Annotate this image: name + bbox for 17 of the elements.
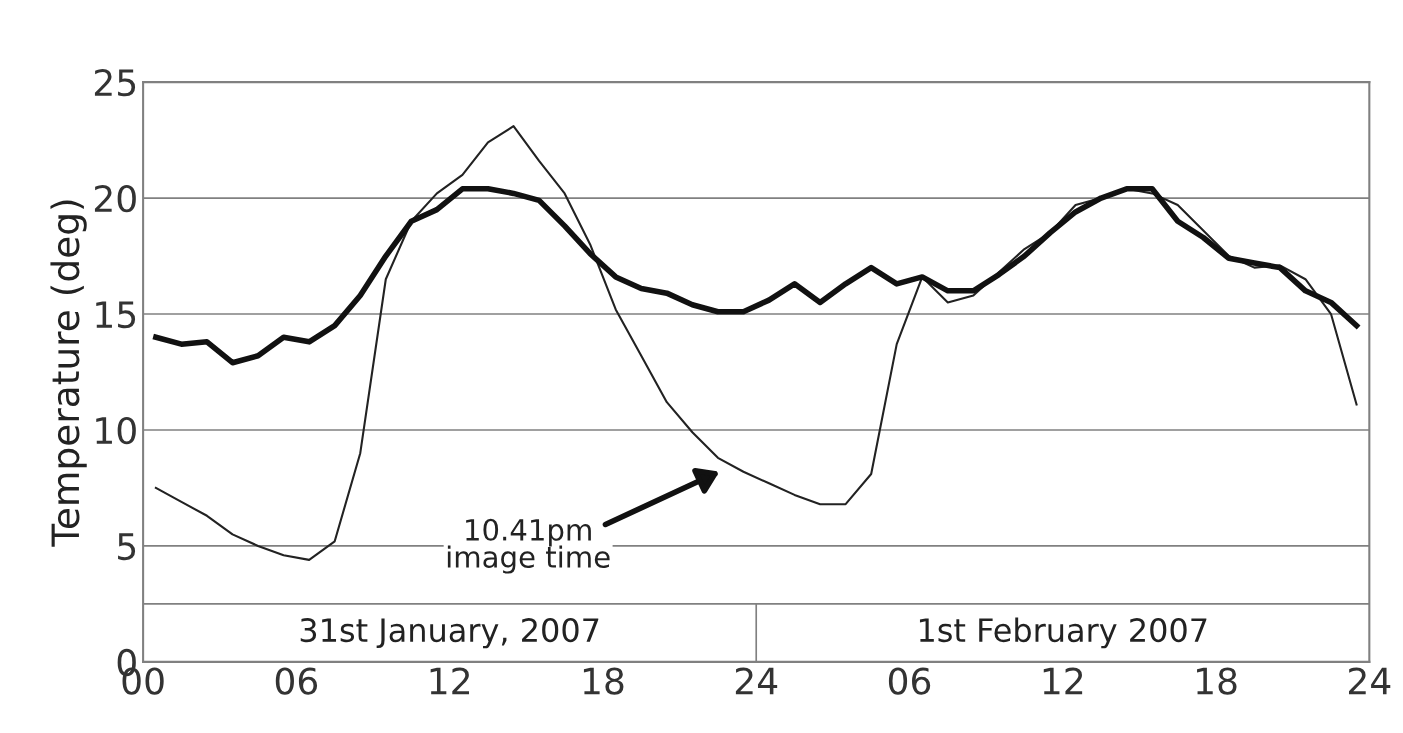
y-tick-label: 25 bbox=[94, 69, 136, 97]
x-tick-label: 24 bbox=[1349, 667, 1391, 695]
annotation: 10.41pm image time bbox=[447, 518, 610, 574]
y-tick-label: 15 bbox=[96, 301, 136, 329]
x-tick-label: 18 bbox=[583, 667, 624, 695]
x-tick-label: 18 bbox=[1197, 667, 1237, 695]
x-tick-label: 12 bbox=[1043, 667, 1083, 695]
y-tick-label: 10 bbox=[96, 416, 136, 445]
x-tick-label: 12 bbox=[430, 667, 470, 695]
x-tick-label: 06 bbox=[275, 667, 318, 695]
annotation: 1st February 2007 bbox=[919, 617, 1207, 649]
x-tick-label: 24 bbox=[735, 667, 778, 695]
annotation: 31st January, 2007 bbox=[300, 618, 599, 649]
y-tick-label: 5 bbox=[118, 533, 136, 561]
y-axis-title: Temperature (deg) bbox=[50, 200, 87, 547]
y-tick-label: 20 bbox=[94, 184, 136, 213]
x-tick-label: 06 bbox=[888, 667, 931, 695]
